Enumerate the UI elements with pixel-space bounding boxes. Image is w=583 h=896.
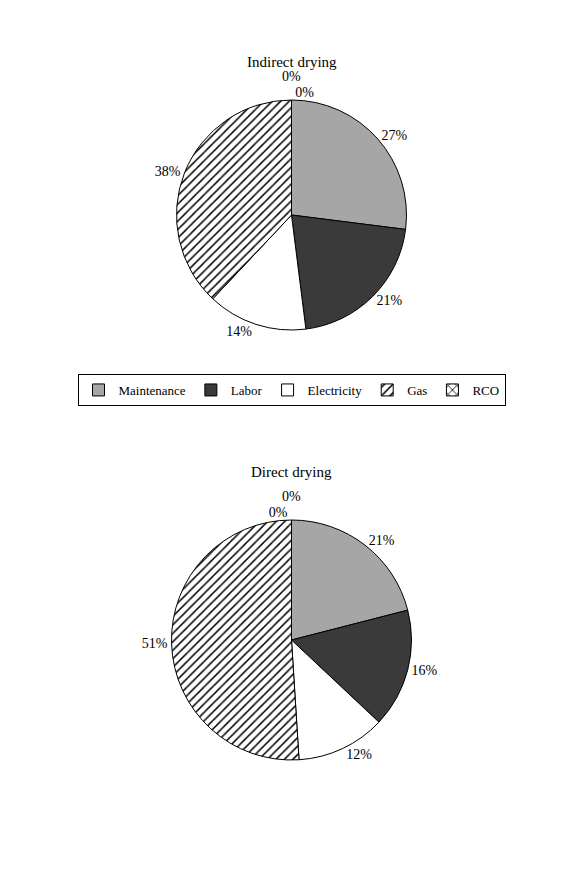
svg-text:RCO: RCO — [472, 383, 499, 398]
svg-text:0%: 0% — [269, 505, 288, 520]
svg-text:14%: 14% — [226, 324, 252, 339]
svg-text:38%: 38% — [155, 164, 181, 179]
svg-text:Labor: Labor — [231, 383, 263, 398]
svg-text:Gas: Gas — [407, 383, 427, 398]
svg-text:21%: 21% — [377, 293, 403, 308]
svg-text:12%: 12% — [346, 747, 372, 762]
svg-text:Direct drying: Direct drying — [251, 464, 332, 480]
svg-text:Electricity: Electricity — [308, 383, 363, 398]
svg-text:Maintenance: Maintenance — [119, 383, 186, 398]
svg-text:0%: 0% — [282, 489, 301, 504]
svg-text:27%: 27% — [382, 128, 408, 143]
svg-text:16%: 16% — [411, 663, 437, 678]
svg-text:0%: 0% — [282, 69, 301, 84]
svg-text:51%: 51% — [142, 636, 168, 651]
svg-text:0%: 0% — [295, 85, 314, 100]
svg-text:Indirect drying: Indirect drying — [247, 54, 337, 70]
svg-text:21%: 21% — [369, 533, 395, 548]
